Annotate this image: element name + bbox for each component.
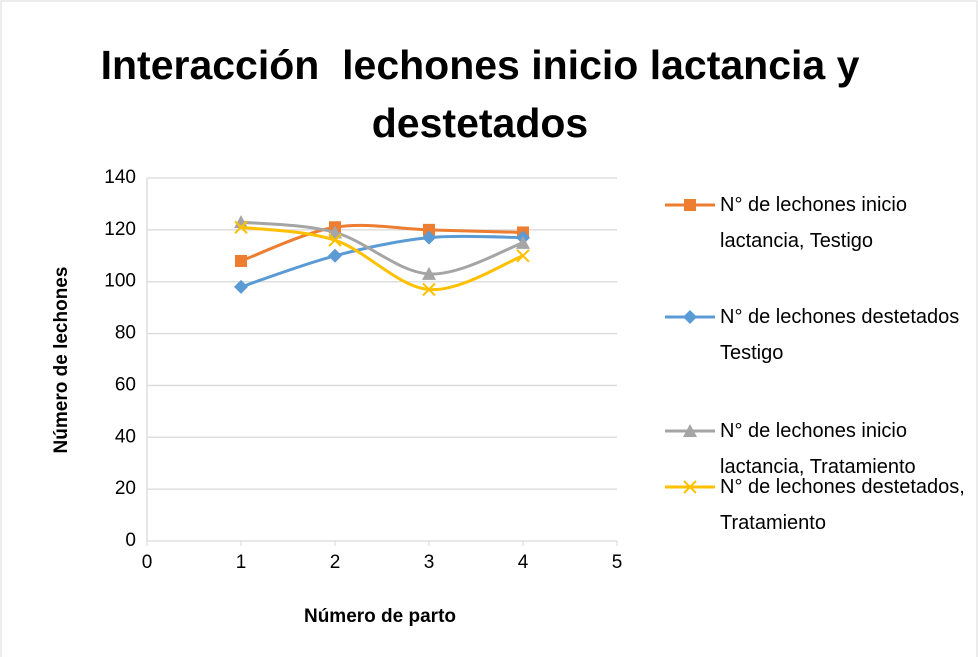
- data-point: [234, 279, 248, 294]
- x-tick-label: 2: [330, 552, 341, 573]
- series-line: [240, 234, 524, 289]
- y-tick-label: 80: [115, 323, 136, 344]
- y-tick-label: 140: [104, 167, 136, 188]
- legend-marker: [683, 424, 697, 437]
- x-axis-label: Número de parto: [304, 606, 456, 627]
- x-tick-label: 4: [518, 552, 529, 573]
- data-point: [422, 282, 436, 297]
- data-point: [235, 254, 247, 267]
- x-tick-label: 0: [142, 552, 153, 573]
- legend-label: N° de lechones inicio lactancia, Tratami…: [720, 420, 916, 478]
- x-tick-label: 5: [612, 552, 623, 573]
- data-point: [422, 230, 436, 245]
- y-axis-label: Número de lechones: [51, 267, 72, 454]
- y-tick-label: 120: [104, 219, 136, 240]
- legend-marker: [683, 480, 697, 494]
- y-tick-label: 0: [125, 530, 136, 551]
- legend-marker: [684, 199, 696, 211]
- series-line: [240, 225, 524, 292]
- data-point: [328, 248, 342, 263]
- data-point: [423, 223, 435, 236]
- data-point: [328, 225, 342, 239]
- x-tick-label: 3: [424, 552, 435, 573]
- legend-marker: [683, 310, 697, 324]
- legend-label: N° de lechones inicio lactancia, Testigo: [720, 194, 907, 252]
- legend-label: N° de lechones destetados, Tratamiento: [720, 476, 965, 534]
- data-point: [516, 249, 530, 263]
- x-tick-label: 1: [236, 552, 247, 573]
- y-tick-label: 20: [115, 478, 136, 499]
- data-point: [422, 266, 436, 280]
- y-tick-label: 100: [104, 271, 136, 292]
- series-line: [240, 220, 524, 276]
- data-point: [328, 233, 342, 247]
- legend-label: N° de lechones destetados Testigo: [720, 306, 960, 364]
- data-point: [234, 220, 248, 234]
- chart-title: Interacción lechones inicio lactancia y …: [100, 42, 871, 146]
- data-point: [516, 235, 530, 249]
- y-tick-label: 60: [115, 374, 136, 395]
- y-tick-label: 40: [115, 426, 136, 447]
- series-line: [240, 223, 524, 263]
